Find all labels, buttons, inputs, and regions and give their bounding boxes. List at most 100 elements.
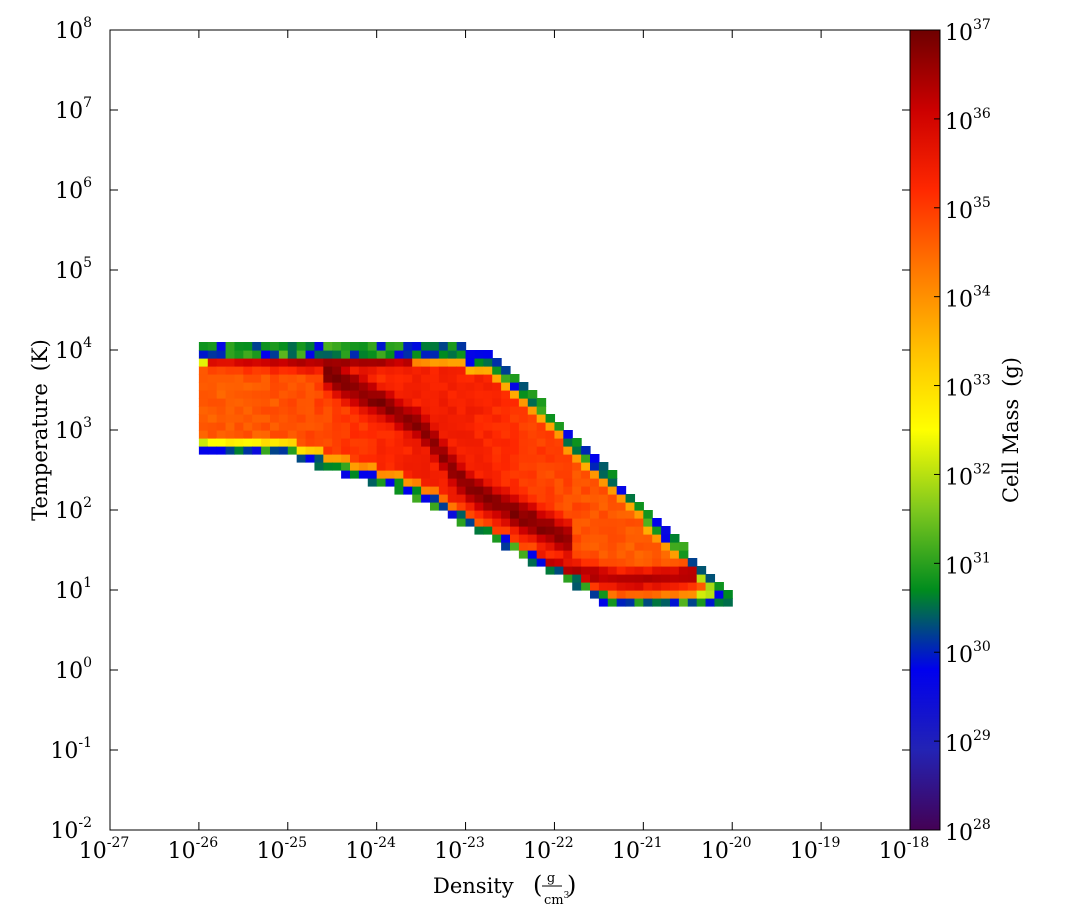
heatmap-cell [492, 494, 502, 503]
heatmap-cell [456, 494, 467, 503]
heatmap-cell [581, 486, 591, 495]
heatmap-cell [438, 478, 449, 487]
heatmap-cell [367, 422, 378, 431]
heatmap-cell [323, 446, 333, 455]
heatmap-cell [518, 494, 529, 503]
heatmap-cell [465, 446, 476, 455]
heatmap-cell [225, 422, 236, 431]
heatmap-cell [492, 454, 502, 463]
heatmap-cell [323, 422, 333, 431]
heatmap-cell [563, 534, 573, 543]
heatmap-cell [270, 390, 280, 399]
heatmap-cell [216, 446, 227, 455]
heatmap-cell [714, 598, 724, 607]
heatmap-cell [643, 526, 653, 535]
heatmap-cell [518, 446, 529, 455]
heatmap-cell [225, 342, 236, 351]
heatmap-cell [394, 486, 404, 495]
heatmap-cell [554, 526, 564, 535]
heatmap-cell [421, 366, 431, 375]
heatmap-cell [305, 398, 316, 407]
heatmap-cell [536, 398, 547, 407]
heatmap-cell [412, 438, 422, 447]
heatmap-cell [527, 550, 538, 559]
heatmap-cell [687, 582, 698, 591]
heatmap-cell [527, 526, 538, 535]
heatmap-cell [296, 422, 307, 431]
heatmap-cell [723, 598, 733, 607]
heatmap-cell [625, 494, 636, 503]
heatmap-cell [314, 358, 324, 367]
heatmap-cell [367, 454, 378, 463]
heatmap-cell [483, 502, 493, 511]
heatmap-cell [510, 494, 520, 503]
heatmap-cell [252, 414, 262, 423]
heatmap-cell [225, 390, 236, 399]
heatmap-cell [554, 542, 564, 551]
heatmap-cell [545, 414, 556, 423]
heatmap-cell [501, 486, 511, 495]
heatmap-cell [492, 486, 502, 495]
heatmap-cell [207, 414, 218, 423]
heatmap-cell [358, 422, 369, 431]
heatmap-cell [421, 486, 431, 495]
heatmap-cell [572, 502, 582, 511]
heatmap-cell [403, 478, 413, 487]
heatmap-cell [483, 406, 493, 415]
heatmap-cell [216, 430, 227, 439]
heatmap-cell [563, 510, 573, 519]
heatmap-cell [527, 478, 538, 487]
colorbar-tick-label: 1031 [945, 550, 991, 579]
heatmap-cell [536, 478, 547, 487]
heatmap-cell [305, 430, 316, 439]
heatmap-cell [341, 390, 351, 399]
heatmap-cell [270, 350, 280, 359]
colorbar-ticks: 1028 1029 1030 1031 1032 1033 1034 1035 1036 1037 [934, 17, 991, 846]
heatmap-cell [394, 358, 404, 367]
heatmap-cell [492, 446, 502, 455]
heatmap-cell [474, 526, 484, 535]
heatmap-cell [598, 542, 609, 551]
heatmap-cell [234, 366, 244, 375]
heatmap-cell [572, 470, 582, 479]
heatmap-cell [536, 406, 547, 415]
heatmap-cell [261, 342, 271, 351]
heatmap-cell [332, 462, 342, 471]
heatmap-cell [607, 486, 618, 495]
heatmap-cell [483, 518, 493, 527]
heatmap-cell [394, 462, 404, 471]
heatmap-cell [252, 446, 262, 455]
heatmap-cell [243, 366, 253, 375]
heatmap-cell [456, 358, 467, 367]
heatmap-cell [572, 526, 582, 535]
heatmap-cell [518, 486, 529, 495]
heatmap-cell [607, 534, 618, 543]
heatmap-cell [625, 550, 636, 559]
heatmap-cell [216, 374, 227, 383]
heatmap-cell [296, 366, 307, 375]
heatmap-cell [590, 478, 600, 487]
heatmap-cell [305, 414, 316, 423]
y-tick-label: 102 [55, 495, 92, 524]
heatmap-cell [394, 422, 404, 431]
heatmap-cell [394, 342, 404, 351]
heatmap-cell [421, 406, 431, 415]
heatmap-cell [465, 510, 476, 519]
heatmap-cell [554, 510, 564, 519]
heatmap-cell [483, 414, 493, 423]
heatmap-cell [216, 342, 227, 351]
heatmap-cell [261, 414, 271, 423]
heatmap-cell [305, 382, 316, 391]
heatmap-cell [412, 350, 422, 359]
heatmap-cell [705, 574, 716, 583]
heatmap-cell [572, 542, 582, 551]
heatmap-cell [350, 430, 360, 439]
heatmap-cell [510, 526, 520, 535]
heatmap-cell [661, 582, 671, 591]
heatmap-cell [527, 558, 538, 567]
heatmap-cell [581, 478, 591, 487]
heatmap-cell [234, 390, 244, 399]
heatmap-cell [598, 550, 609, 559]
heatmap-cell [581, 462, 591, 471]
heatmap-cell [474, 454, 484, 463]
